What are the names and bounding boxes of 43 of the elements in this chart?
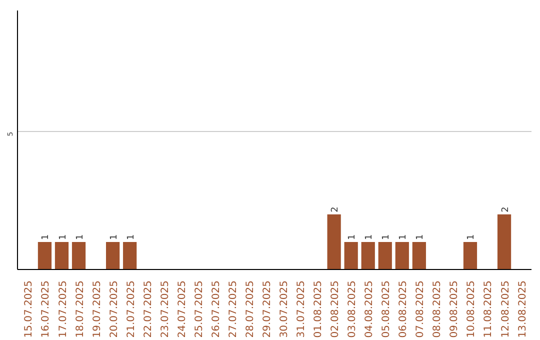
data-label: 2: [500, 206, 511, 212]
x-tick-label: 22.07.2025: [142, 280, 154, 338]
x-tick-label: 11.08.2025: [483, 280, 494, 338]
x-tick-label: 13.08.2025: [517, 280, 528, 338]
x-tick-label: 08.08.2025: [432, 280, 444, 338]
x-tick-label: 15.07.2025: [24, 280, 35, 338]
data-label: 1: [58, 234, 68, 240]
x-tick-label: 30.07.2025: [279, 280, 290, 338]
x-tick-label: 12.08.2025: [500, 280, 512, 338]
x-tick-label: 26.07.2025: [210, 280, 222, 338]
x-tick-label: 03.08.2025: [347, 280, 358, 338]
data-label: 1: [382, 234, 392, 240]
x-tick-label: 19.07.2025: [92, 280, 103, 338]
x-tick-label: 28.07.2025: [244, 280, 256, 338]
x-tick-label: 20.07.2025: [108, 280, 120, 338]
data-label: 1: [364, 234, 375, 240]
x-tick-label: 02.08.2025: [330, 280, 342, 338]
x-tick-label: 21.07.2025: [126, 280, 137, 338]
data-label: 2: [330, 206, 341, 212]
data-label: 1: [466, 234, 477, 240]
data-label: 1: [75, 234, 86, 240]
x-tick-label: 07.08.2025: [415, 280, 426, 338]
x-tick-label: 05.08.2025: [381, 280, 392, 338]
x-tick-label: 31.07.2025: [296, 280, 308, 338]
x-tick-label: 29.07.2025: [262, 280, 273, 338]
data-label: 1: [416, 234, 426, 240]
x-tick-label: 18.07.2025: [74, 280, 86, 338]
x-tick-label: 09.08.2025: [449, 280, 460, 338]
data-label: 1: [109, 234, 120, 240]
data-label: 1: [348, 234, 358, 240]
data-label: 1: [41, 234, 52, 240]
x-tick-label: 06.08.2025: [398, 280, 410, 338]
x-tick-label: 04.08.2025: [364, 280, 376, 338]
data-label: 1: [398, 234, 409, 240]
x-tick-label: 23.07.2025: [160, 280, 171, 338]
x-tick-label: 27.07.2025: [228, 280, 239, 338]
x-tick-label: 17.07.2025: [58, 280, 69, 338]
x-tick-label: 16.07.2025: [40, 280, 52, 338]
x-tick-label: 01.08.2025: [313, 280, 324, 338]
x-tick-label: 25.07.2025: [194, 280, 205, 338]
x-tick-label: 24.07.2025: [176, 280, 188, 338]
x-tick-label: 10.08.2025: [466, 280, 478, 338]
data-label: 1: [126, 234, 136, 240]
